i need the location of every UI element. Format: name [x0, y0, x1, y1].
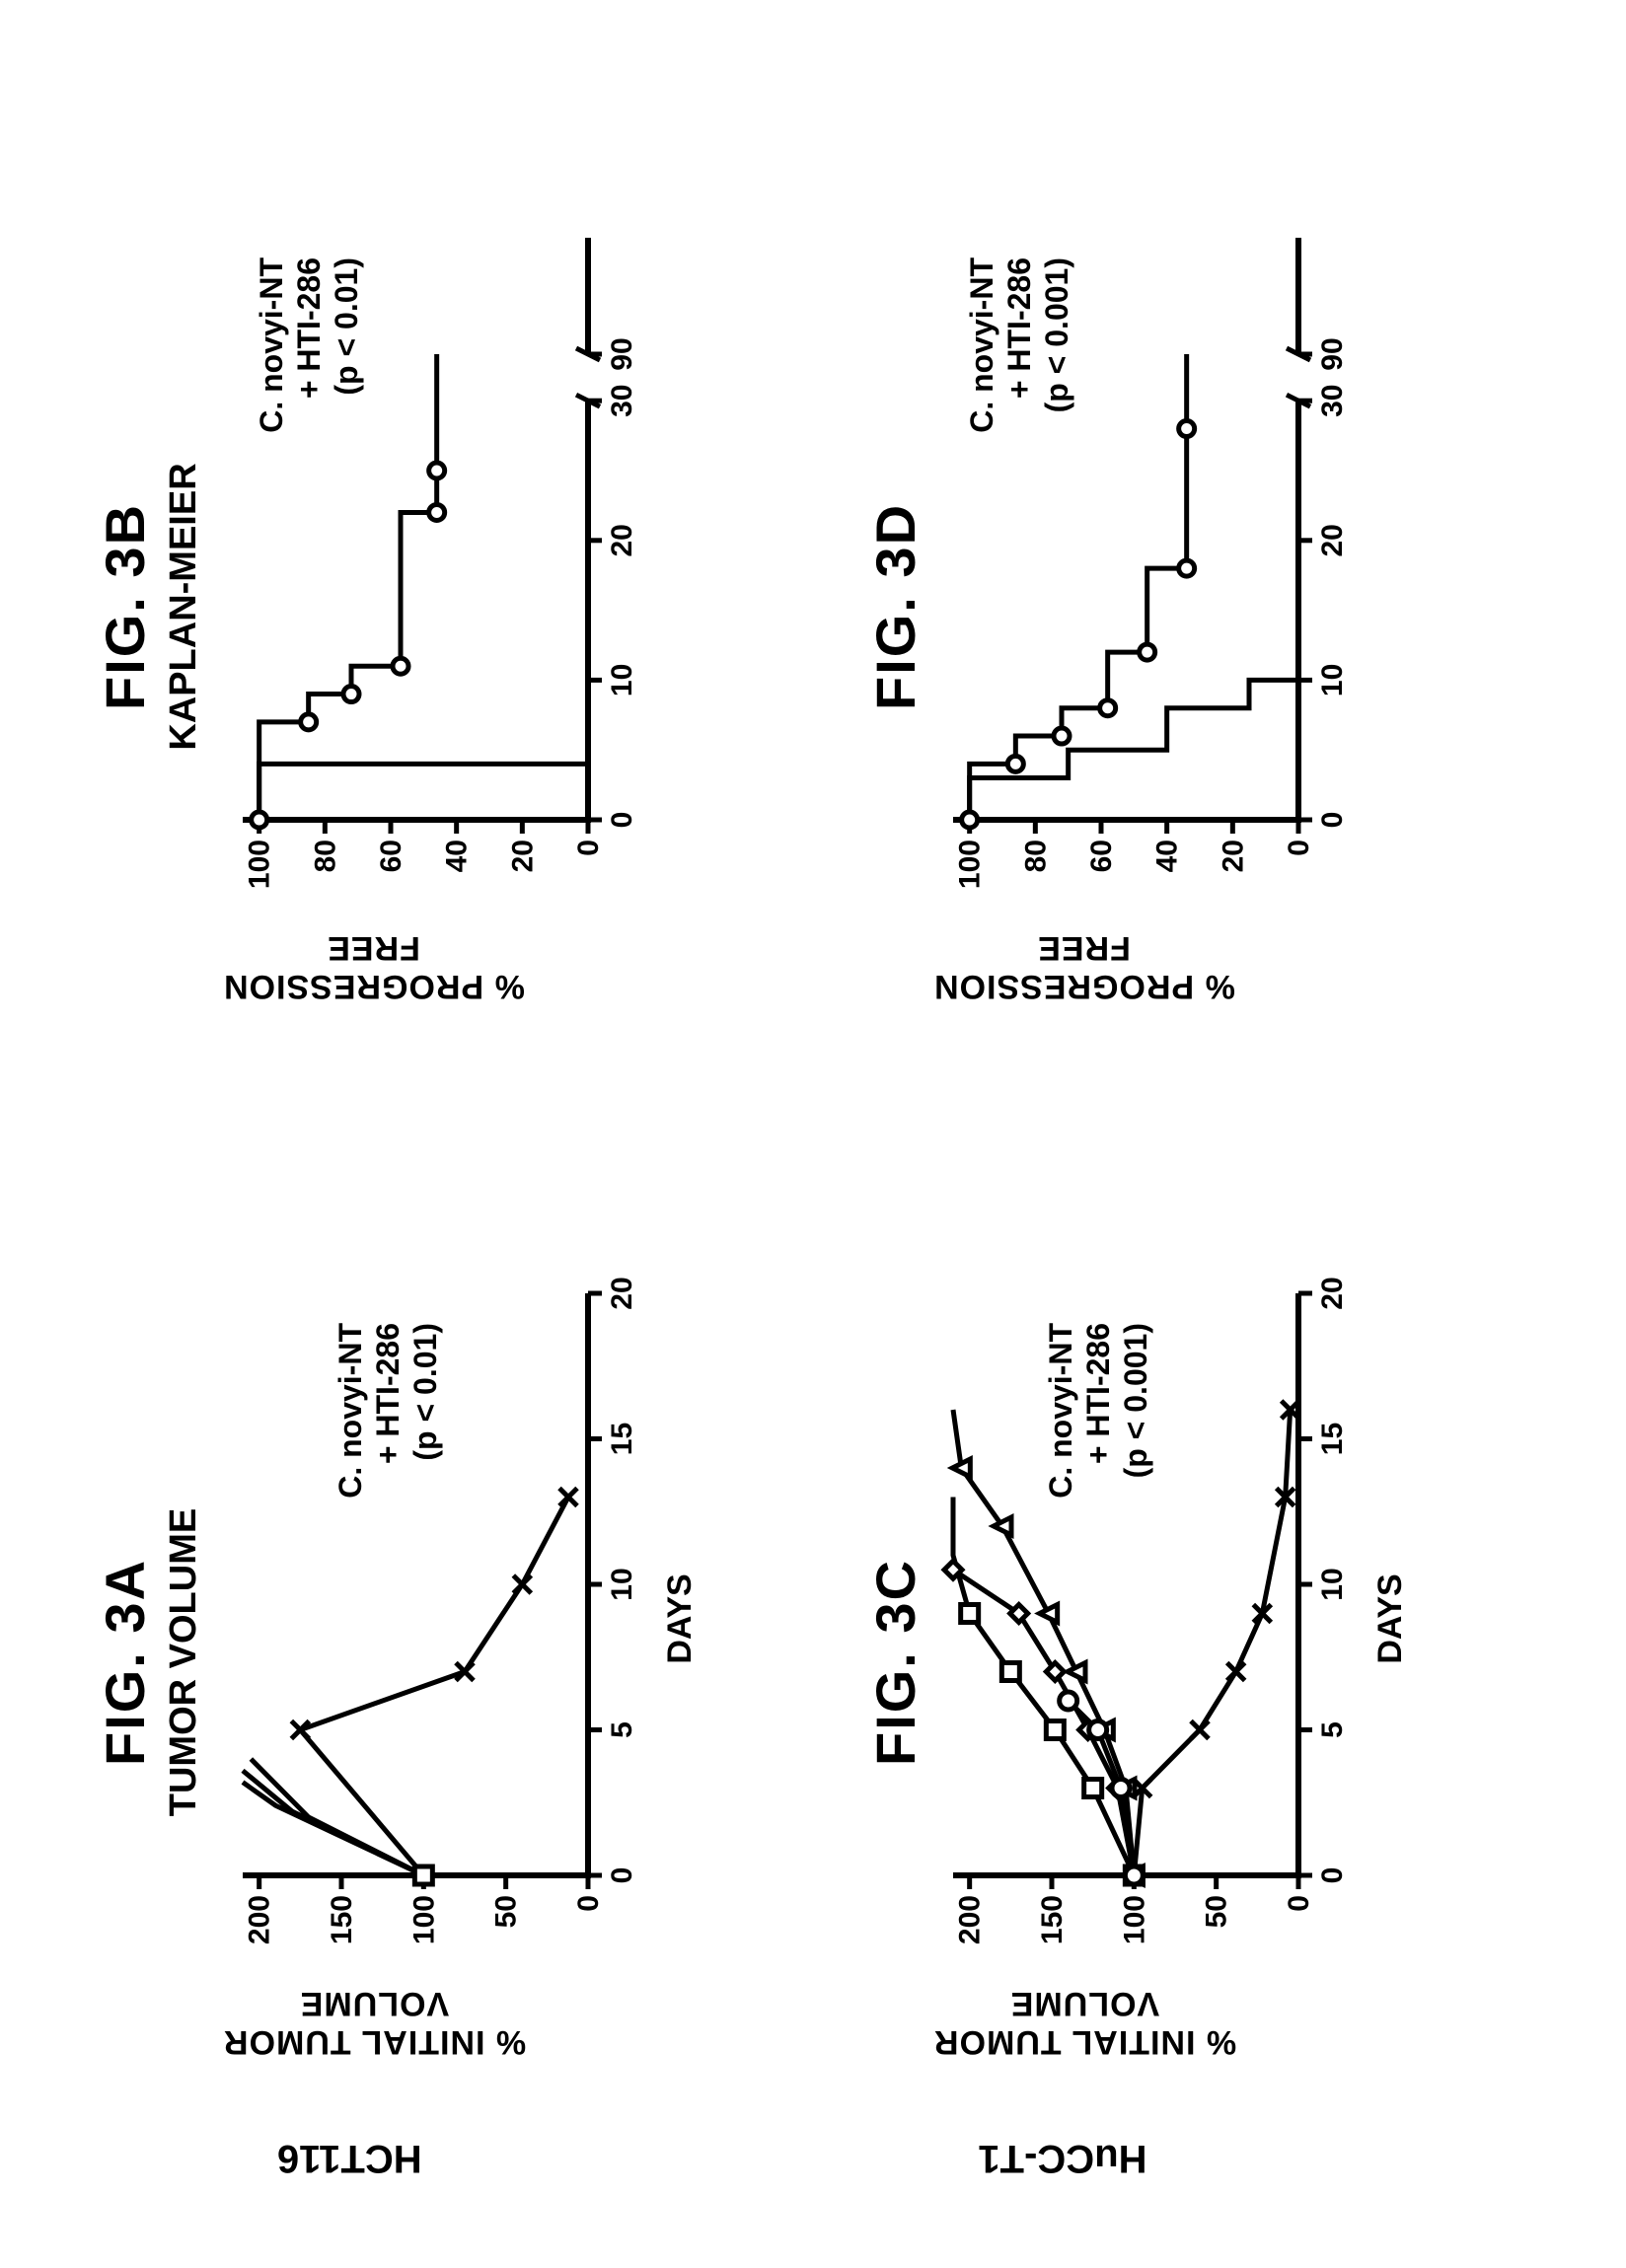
- svg-text:C. novyi-NT: C. novyi-NT: [964, 256, 999, 432]
- plot-3b: 0 20 40 60 80 100 0 10 20 30 90 C. novyi-NT+ HTI-28…: [223, 208, 657, 918]
- svg-text:100: 100: [407, 1895, 440, 1944]
- svg-text:0: 0: [1316, 811, 1349, 828]
- svg-text:0: 0: [572, 1895, 605, 1912]
- plot-3c: 0 50 100 150 200 0 5 10 15 20 C. novyi-NT+ HTI-286…: [933, 1264, 1367, 1974]
- svg-text:100: 100: [244, 840, 276, 889]
- panel-3a: FIG. 3A TUMOR VOLUME HCT116 % INITIAL TU…: [93, 1174, 824, 2151]
- svg-text:100: 100: [1118, 1895, 1150, 1944]
- panel-3c: FIG. 3C HuCC-T1 % INITIAL TUMORVOLUME 05…: [863, 1174, 1534, 2151]
- panel-3b: FIG. 3B KAPLAN-MEIER % PROGRESSIONFREE 0…: [93, 118, 824, 1095]
- svg-text:20: 20: [1217, 840, 1249, 872]
- svg-text:90: 90: [1316, 337, 1349, 370]
- svg-text:0: 0: [1316, 1866, 1349, 1883]
- svg-text:80: 80: [309, 840, 341, 872]
- fig-label-3d: FIG. 3D: [863, 502, 927, 709]
- row-label-hucc-t1: HuCC-T1: [979, 2136, 1147, 2180]
- svg-text:15: 15: [606, 1422, 638, 1454]
- svg-text:+ HTI-286: + HTI-286: [1080, 1323, 1116, 1464]
- plot-wrap-b: % PROGRESSIONFREE 0 20 40 60 80 100 0 10 20 30 90 C…: [223, 208, 661, 1005]
- panel-3d: FIG. 3D % PROGRESSIONFREE 0 20 40 60 80 100 0 1…: [863, 118, 1534, 1095]
- svg-text:0: 0: [572, 840, 605, 856]
- svg-text:0: 0: [606, 811, 638, 828]
- svg-text:C. novyi-NT: C. novyi-NT: [254, 256, 289, 432]
- svg-text:150: 150: [326, 1895, 358, 1944]
- svg-text:200: 200: [244, 1895, 276, 1944]
- fig-label-3a: FIG. 3A: [93, 1558, 157, 1765]
- svg-text:10: 10: [1316, 1568, 1349, 1600]
- svg-text:40: 40: [1150, 840, 1183, 872]
- svg-text:60: 60: [375, 840, 407, 872]
- svg-text:30: 30: [606, 384, 638, 416]
- svg-text:10: 10: [606, 663, 638, 695]
- svg-text:+ HTI-286: + HTI-286: [370, 1323, 406, 1464]
- svg-text:50: 50: [1200, 1895, 1232, 1928]
- plot-wrap-a: % INITIAL TUMORVOLUME 0 50 100 150 200 0 5 10 15…: [223, 1264, 700, 2061]
- svg-text:(p < 0.001): (p < 0.001): [1039, 257, 1074, 412]
- ylabel-b: % PROGRESSIONFREE: [223, 928, 525, 1005]
- ylabel-d: % PROGRESSIONFREE: [933, 928, 1235, 1005]
- svg-text:(p < 0.01): (p < 0.01): [407, 1323, 443, 1461]
- rotated-stage: FIG. 3A TUMOR VOLUME HCT116 % INITIAL TU…: [73, 99, 1553, 2170]
- svg-text:20: 20: [506, 840, 539, 872]
- svg-text:80: 80: [1019, 840, 1052, 872]
- svg-text:0: 0: [1283, 840, 1315, 856]
- svg-text:10: 10: [1316, 663, 1349, 695]
- column-header-tumor-volume: TUMOR VOLUME: [163, 1507, 205, 1815]
- svg-text:100: 100: [953, 840, 986, 889]
- svg-text:50: 50: [490, 1895, 523, 1928]
- svg-text:15: 15: [1316, 1422, 1349, 1454]
- ylabel-c: % INITIAL TUMORVOLUME: [933, 1984, 1236, 2061]
- svg-text:200: 200: [953, 1895, 986, 1944]
- svg-text:30: 30: [1316, 384, 1349, 416]
- svg-text:20: 20: [1316, 524, 1349, 556]
- svg-text:60: 60: [1085, 840, 1118, 872]
- svg-text:(p < 0.01): (p < 0.01): [329, 257, 364, 396]
- svg-text:20: 20: [606, 524, 638, 556]
- xlabel-c: DAYS: [1371, 1573, 1410, 1663]
- svg-text:20: 20: [1316, 1277, 1349, 1309]
- svg-text:90: 90: [606, 337, 638, 370]
- svg-text:0: 0: [606, 1866, 638, 1883]
- svg-text:0: 0: [1283, 1895, 1315, 1912]
- row-label-hct116: HCT116: [277, 2136, 422, 2180]
- plot-3a: 0 50 100 150 200 0 5 10 15 20 C. novyi-NT+ HTI-286…: [223, 1264, 657, 1974]
- svg-text:10: 10: [606, 1568, 638, 1600]
- svg-text:C. novyi-NT: C. novyi-NT: [1043, 1322, 1078, 1498]
- plot-wrap-d: % PROGRESSIONFREE 0 20 40 60 80 100 0 10 20 30 90 C…: [933, 208, 1371, 1005]
- svg-text:20: 20: [606, 1277, 638, 1309]
- svg-text:40: 40: [441, 840, 474, 872]
- fig-label-3b: FIG. 3B: [93, 502, 157, 709]
- svg-text:(p < 0.001): (p < 0.001): [1118, 1323, 1153, 1478]
- svg-text:+ HTI-286: + HTI-286: [1001, 257, 1037, 399]
- svg-text:150: 150: [1036, 1895, 1069, 1944]
- svg-text:+ HTI-286: + HTI-286: [291, 257, 327, 399]
- column-header-kaplan-meier: KAPLAN-MEIER: [163, 463, 205, 750]
- plot-3d: 0 20 40 60 80 100 0 10 20 30 90 C. novyi-NT+ HTI-28…: [933, 208, 1367, 918]
- plot-wrap-c: % INITIAL TUMORVOLUME 0 50 100 150 200 0 5 10 15…: [933, 1264, 1410, 2061]
- svg-text:5: 5: [606, 1721, 638, 1738]
- svg-text:C. novyi-NT: C. novyi-NT: [333, 1322, 368, 1498]
- svg-text:5: 5: [1316, 1721, 1349, 1738]
- figure-grid: FIG. 3A TUMOR VOLUME HCT116 % INITIAL TU…: [73, 99, 1553, 2170]
- ylabel-a: % INITIAL TUMORVOLUME: [223, 1984, 526, 2061]
- xlabel-a: DAYS: [661, 1573, 700, 1663]
- fig-label-3c: FIG. 3C: [863, 1558, 927, 1765]
